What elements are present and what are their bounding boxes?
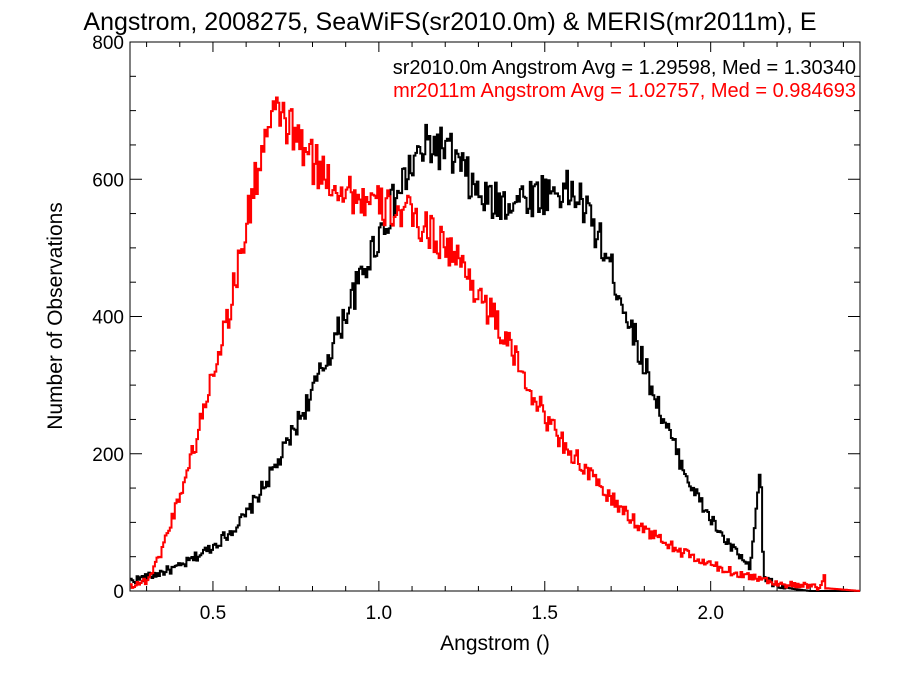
y-tick-label: 600 (92, 170, 124, 191)
axis-tick-labels: 0.5 1.0 1.5 2.0 0 200 400 600 800 (92, 33, 724, 624)
y-tick-label: 0 (113, 582, 124, 603)
series-2-annotation: mr2011m Angstrom Avg = 1.02757, Med = 0.… (393, 80, 856, 102)
y-tick-label: 800 (92, 33, 124, 54)
series-layer (130, 96, 860, 592)
x-tick-label: 0.5 (200, 603, 226, 624)
chart-title: Angstrom, 2008275, SeaWiFS(sr2010.0m) & … (83, 8, 816, 36)
histogram-series-sr2010.0m (130, 123, 860, 592)
x-tick-label: 1.0 (366, 603, 392, 624)
x-tick-label: 2.0 (697, 603, 723, 624)
histogram-series-mr2011m (130, 96, 860, 592)
x-axis-label: Angstrom () (440, 632, 550, 655)
y-tick-label: 200 (92, 445, 124, 466)
x-tick-label: 1.5 (532, 603, 558, 624)
y-axis-label: Number of Observations (44, 202, 67, 430)
y-tick-label: 400 (92, 308, 124, 329)
series-1-annotation: sr2010.0m Angstrom Avg = 1.29598, Med = … (393, 57, 856, 79)
legend-annotations: sr2010.0m Angstrom Avg = 1.29598, Med = … (393, 57, 856, 102)
